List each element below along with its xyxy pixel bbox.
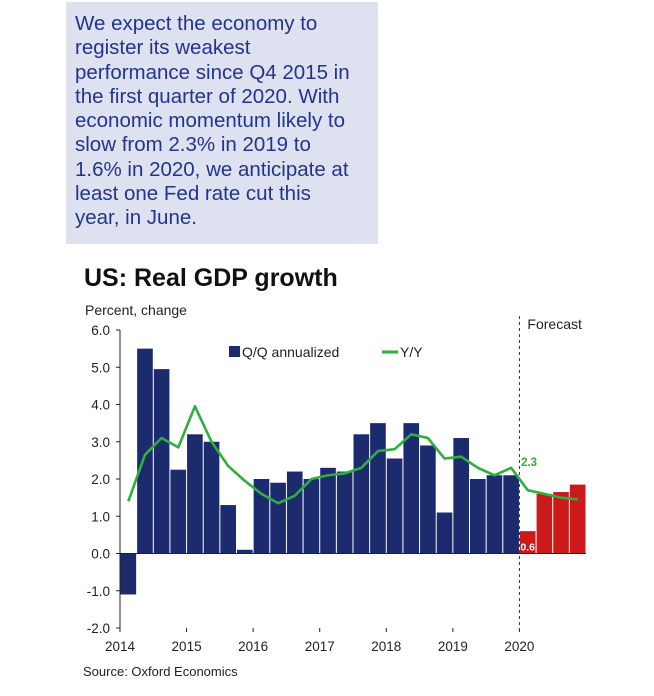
yy-line	[127, 405, 578, 505]
legend-swatch-qq	[229, 346, 240, 357]
x-tick-label: 2017	[305, 639, 335, 654]
note-text: We expect the economy to register its we…	[75, 12, 350, 230]
y-tick-label: 2.0	[91, 472, 110, 487]
bar	[237, 549, 253, 554]
bar	[536, 493, 553, 554]
y-tick-label: 6.0	[91, 323, 110, 338]
bar	[253, 479, 270, 554]
y-tick-label: 3.0	[91, 435, 110, 450]
y-tick-label: 1.0	[91, 509, 110, 524]
bar	[187, 434, 203, 554]
bar	[303, 479, 320, 554]
x-tick-label: 2019	[438, 639, 468, 654]
bar	[336, 471, 353, 554]
x-tick-label: 2018	[371, 639, 401, 654]
bar	[436, 512, 453, 554]
y-tick-label: -1.0	[87, 584, 110, 599]
y-tick-label: 5.0	[91, 360, 110, 375]
bar	[519, 531, 536, 554]
data-label-0-6: 0.6	[520, 542, 535, 554]
bar	[370, 423, 386, 554]
bar	[353, 434, 370, 554]
y-tick-label: -2.0	[87, 621, 110, 636]
x-tick-label: 2015	[172, 639, 202, 654]
bar	[120, 553, 137, 595]
y-tick-label: 4.0	[91, 398, 110, 413]
bar	[553, 492, 569, 554]
bar	[137, 348, 153, 554]
bar	[453, 438, 469, 554]
bar	[320, 467, 336, 554]
chart-title: US: Real GDP growth	[84, 264, 338, 292]
bar	[569, 484, 586, 554]
bar	[470, 479, 486, 554]
bar	[486, 475, 503, 554]
bar	[220, 505, 236, 554]
x-tick-label: 2016	[238, 639, 268, 654]
bar	[153, 369, 170, 554]
bar	[503, 475, 519, 554]
x-tick-label: 2014	[105, 639, 136, 654]
source-note: Source: Oxford Economics	[83, 664, 238, 679]
bar	[403, 423, 420, 554]
bar	[286, 471, 303, 554]
y-tick-label: 0.0	[91, 547, 110, 562]
bar	[386, 458, 403, 554]
y-axis-label: Percent, change	[85, 302, 187, 318]
forecast-label: Forecast	[527, 316, 582, 332]
legend-label-qq: Q/Q annualized	[242, 344, 339, 360]
legend-label-yy: Y/Y	[400, 344, 423, 360]
note-box: We expect the economy to register its we…	[66, 2, 378, 244]
x-tick-label: 2020	[504, 639, 534, 654]
bar	[170, 469, 187, 554]
data-label-2-3: 2.3	[521, 457, 537, 469]
bar	[203, 441, 220, 554]
bar	[420, 445, 436, 554]
bar	[270, 482, 286, 554]
